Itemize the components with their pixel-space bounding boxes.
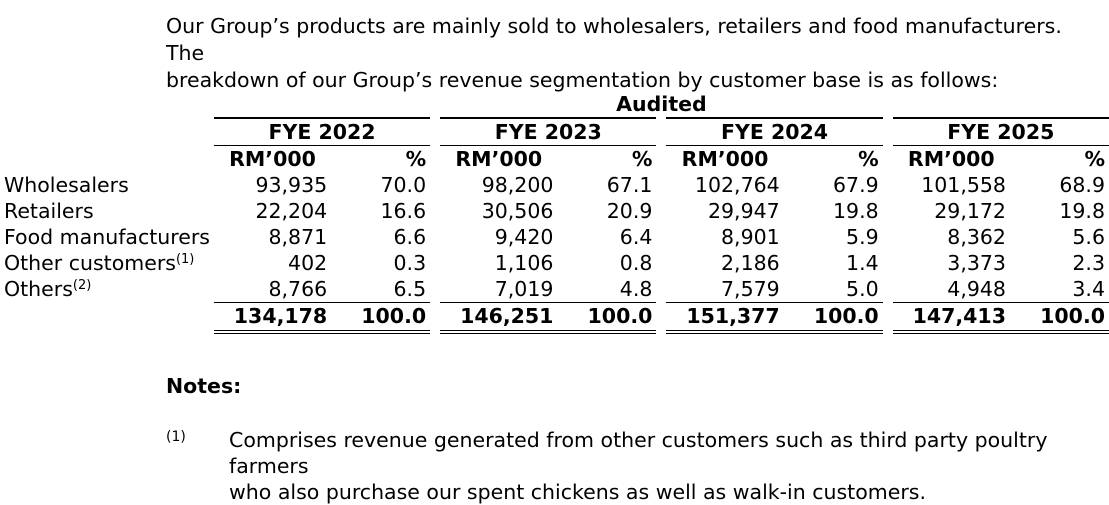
pct-value-cell: 0.8 xyxy=(619,251,653,275)
total-cell: 134,178 xyxy=(213,302,332,334)
audited-label: Audited xyxy=(616,92,707,116)
unit-rm-header: RM’000 xyxy=(430,145,558,172)
table-row: Wholesalers 93,935 70.0 98,200 67.1 102,764 67… xyxy=(4,172,1109,198)
unit-rm-header: RM’000 xyxy=(213,145,332,172)
pct-value-cell: 1.4 xyxy=(846,251,879,275)
year-header-row: FYE 2022 FYE 2023 FYE 2024 FYE 2025 xyxy=(4,117,1109,146)
rm-value-cell: 9,420 xyxy=(430,224,558,250)
row-label: Other customers(1) xyxy=(4,250,214,276)
total-cell: 151,377 xyxy=(656,302,784,334)
rm-value-cell: 93,935 xyxy=(255,173,328,197)
rm-value-cell: 29,172 xyxy=(882,198,1010,224)
row-label: Wholesalers xyxy=(4,172,214,198)
unit-rm-header: RM’000 xyxy=(882,145,1010,172)
pct-value-cell: 6.5 xyxy=(393,277,427,301)
rm-value-cell: 4,948 xyxy=(882,276,1010,303)
footnote-marker: (2) xyxy=(72,278,92,294)
pct-value-cell: 70.0 xyxy=(380,173,427,197)
table-row: Other customers(1) 402 0.3 1,106 0.8 2,186 1.4… xyxy=(4,250,1109,276)
pct-value-cell: 5.6 xyxy=(1072,225,1105,249)
footnote-marker: (1) xyxy=(175,252,195,267)
note-line-2: who also purchase our spent chickens as … xyxy=(229,480,926,504)
year-header: FYE 2024 xyxy=(656,117,888,146)
year-header: FYE 2023 xyxy=(430,117,662,146)
pct-value-cell: 19.8 xyxy=(833,199,879,223)
table-row: Others(2) 8,766 6.5 7,019 4.8 7,579 5.0 4,948 3.… xyxy=(4,276,1109,303)
row-label: Others(2) xyxy=(4,276,214,303)
table-body: Wholesalers 93,935 70.0 98,200 67.1 102,764 67… xyxy=(4,172,1109,303)
rm-value-cell: 8,362 xyxy=(882,224,1010,250)
pct-value-cell: 5.0 xyxy=(846,277,879,301)
row-label-text: Food manufacturers xyxy=(4,225,210,249)
pct-value-cell: 5.9 xyxy=(846,225,879,249)
intro-line-2: breakdown of our Group’s revenue segment… xyxy=(166,68,999,92)
rm-value-cell: 30,506 xyxy=(430,198,558,224)
rm-value-cell: 8,766 xyxy=(268,277,328,301)
rm-value-cell: 7,579 xyxy=(656,276,784,303)
rm-value-cell: 402 xyxy=(288,251,328,275)
total-cell: 100.0 xyxy=(1009,302,1109,334)
pct-value-cell: 16.6 xyxy=(380,199,427,223)
rm-value-cell: 8,901 xyxy=(656,224,784,250)
rm-value-cell: 102,764 xyxy=(656,172,784,198)
pct-value-cell: 3.4 xyxy=(1072,277,1105,301)
intro-paragraph: Our Group’s products are mainly sold to … xyxy=(166,13,1086,94)
total-cell: 146,251 xyxy=(430,302,558,334)
pct-value-cell: 67.9 xyxy=(833,173,879,197)
table-row: Retailers 22,204 16.6 30,506 20.9 29,947 19.8 2… xyxy=(4,198,1109,224)
note-line-1: Comprises revenue generated from other c… xyxy=(229,428,1048,478)
total-cell: 100.0 xyxy=(783,302,888,334)
pct-value-cell: 0.3 xyxy=(393,251,427,275)
rm-value-cell: 3,373 xyxy=(882,250,1010,276)
row-label-text: Retailers xyxy=(4,199,94,223)
unit-rm-header: RM’000 xyxy=(656,145,784,172)
audited-header-row: Audited xyxy=(4,91,1109,118)
row-label-text: Others xyxy=(4,277,73,302)
notes-title: Notes: xyxy=(166,374,242,398)
total-cell: 100.0 xyxy=(557,302,662,334)
unit-pct-header: % xyxy=(331,145,436,172)
note-text: Comprises revenue generated from other c… xyxy=(229,427,1089,505)
pct-value-cell: 67.1 xyxy=(606,173,653,197)
year-header: FYE 2025 xyxy=(882,117,1109,146)
unit-pct-header: % xyxy=(557,145,662,172)
rm-value-cell: 22,204 xyxy=(255,199,328,223)
row-label: Retailers xyxy=(4,198,214,224)
table-row: Food manufacturers 8,871 6.6 9,420 6.4 8,901 5… xyxy=(4,224,1109,250)
rm-value-cell: 98,200 xyxy=(430,172,558,198)
rm-value-cell: 2,186 xyxy=(656,250,784,276)
total-row: 134,178 100.0 146,251 100.0 151,377 100.… xyxy=(4,302,1109,334)
pct-value-cell: 2.3 xyxy=(1072,251,1105,275)
pct-value-cell: 19.8 xyxy=(1059,199,1105,223)
rm-value-cell: 1,106 xyxy=(430,250,558,276)
year-header: FYE 2022 xyxy=(213,117,436,146)
rm-value-cell: 101,558 xyxy=(882,172,1010,198)
unit-pct-header: % xyxy=(783,145,888,172)
note-marker: (1) xyxy=(166,429,186,445)
row-label-text: Other customers xyxy=(4,251,176,275)
unit-header-row: RM’000 % RM’000 % RM’000 % RM’000 % xyxy=(4,145,1109,172)
pct-value-cell: 6.4 xyxy=(619,225,653,249)
row-label-text: Wholesalers xyxy=(4,173,129,197)
pct-value-cell: 20.9 xyxy=(606,199,653,223)
pct-value-cell: 68.9 xyxy=(1059,173,1105,197)
rm-value-cell: 29,947 xyxy=(656,198,784,224)
pct-value-cell: 4.8 xyxy=(619,277,653,301)
row-label: Food manufacturers xyxy=(4,224,214,250)
unit-pct-header: % xyxy=(1009,145,1109,172)
intro-line-1: Our Group’s products are mainly sold to … xyxy=(166,14,1062,65)
rm-value-cell: 7,019 xyxy=(430,276,558,303)
rm-value-cell: 8,871 xyxy=(268,225,328,249)
revenue-segmentation-table: Audited FYE 2022 FYE 2023 FYE 2024 FYE 2… xyxy=(4,91,1109,334)
total-cell: 147,413 xyxy=(882,302,1010,334)
total-cell: 100.0 xyxy=(331,302,436,334)
pct-value-cell: 6.6 xyxy=(393,225,427,249)
